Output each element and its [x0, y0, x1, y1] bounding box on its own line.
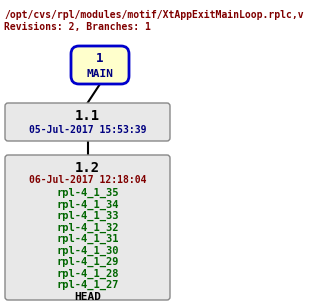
Text: MAIN: MAIN [86, 69, 113, 79]
Text: 1.2: 1.2 [75, 161, 100, 175]
Text: rpl-4_1_32: rpl-4_1_32 [56, 222, 119, 233]
Text: HEAD: HEAD [74, 292, 101, 302]
Text: rpl-4_1_30: rpl-4_1_30 [56, 246, 119, 256]
Text: rpl-4_1_34: rpl-4_1_34 [56, 199, 119, 210]
Text: 1.1: 1.1 [75, 109, 100, 123]
Text: rpl-4_1_35: rpl-4_1_35 [56, 188, 119, 198]
Text: /opt/cvs/rpl/modules/motif/XtAppExitMainLoop.rplc,v: /opt/cvs/rpl/modules/motif/XtAppExitMain… [4, 10, 304, 20]
Text: Revisions: 2, Branches: 1: Revisions: 2, Branches: 1 [4, 22, 151, 32]
Text: rpl-4_1_31: rpl-4_1_31 [56, 234, 119, 244]
Text: 06-Jul-2017 12:18:04: 06-Jul-2017 12:18:04 [29, 175, 146, 185]
Text: rpl-4_1_33: rpl-4_1_33 [56, 211, 119, 221]
FancyBboxPatch shape [5, 155, 170, 300]
Text: 05-Jul-2017 15:53:39: 05-Jul-2017 15:53:39 [29, 125, 146, 135]
FancyBboxPatch shape [71, 46, 129, 84]
Text: rpl-4_1_29: rpl-4_1_29 [56, 257, 119, 267]
Text: 1: 1 [96, 52, 104, 64]
FancyBboxPatch shape [5, 103, 170, 141]
Text: rpl-4_1_27: rpl-4_1_27 [56, 280, 119, 290]
Text: rpl-4_1_28: rpl-4_1_28 [56, 268, 119, 278]
